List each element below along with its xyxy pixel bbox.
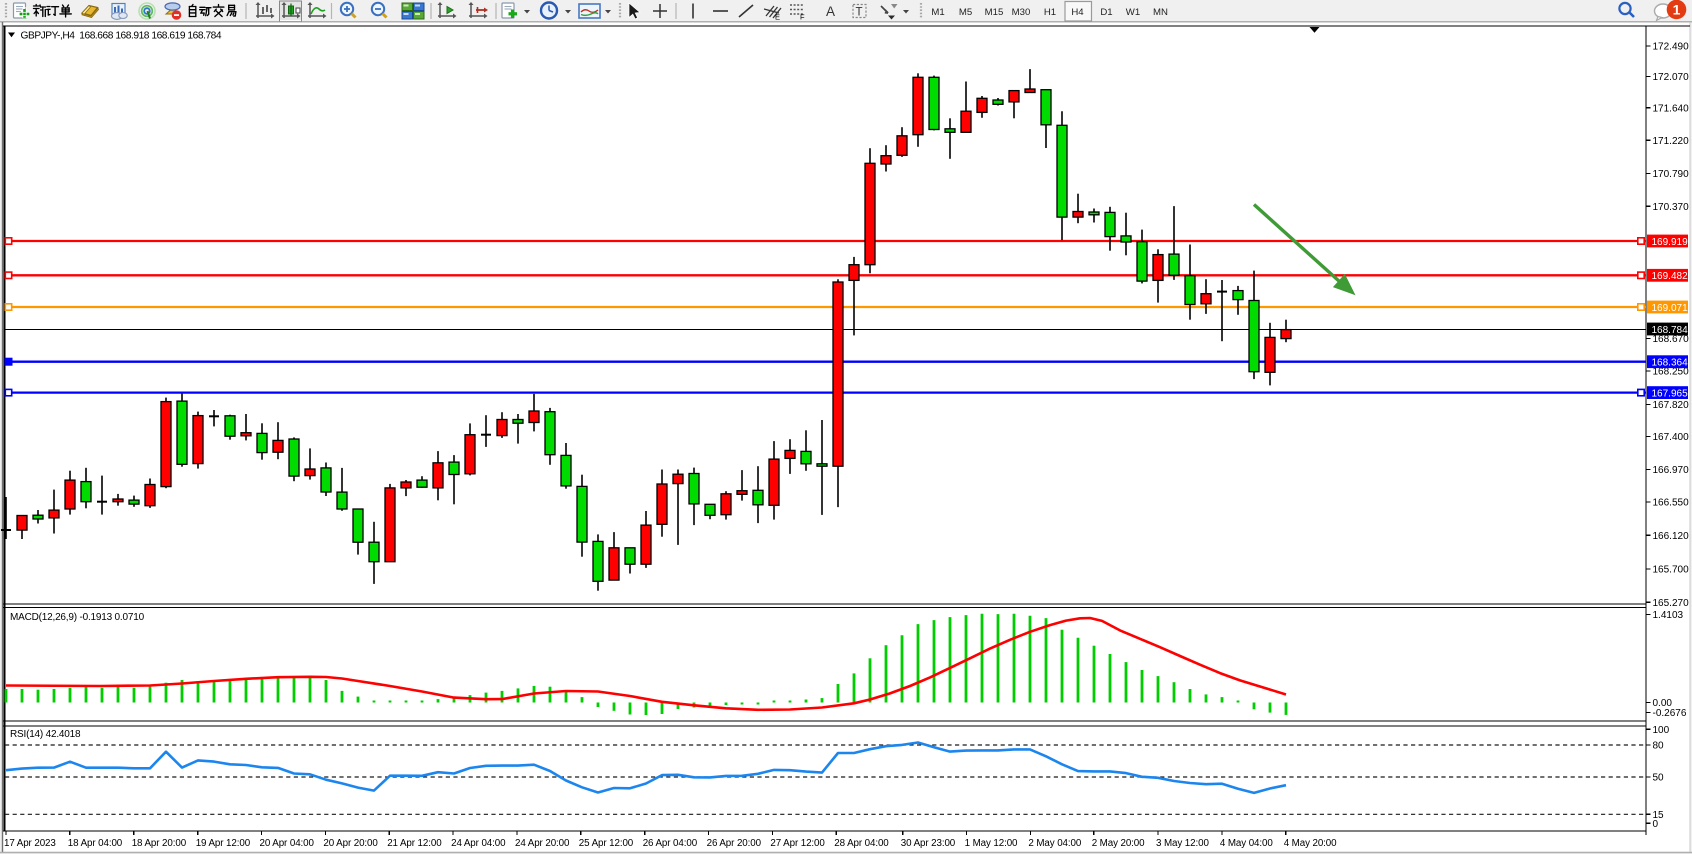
- svg-text:20 Apr 04:00: 20 Apr 04:00: [260, 838, 315, 849]
- svg-text:H1: H1: [1044, 7, 1056, 18]
- svg-text:18 Apr 04:00: 18 Apr 04:00: [68, 838, 123, 849]
- svg-text:168.250: 168.250: [1653, 367, 1690, 378]
- svg-text:-0.2676: -0.2676: [1653, 708, 1687, 719]
- svg-text:172.490: 172.490: [1653, 42, 1690, 53]
- svg-text:E: E: [775, 13, 780, 22]
- svg-text:30 Apr 23:00: 30 Apr 23:00: [901, 838, 956, 849]
- svg-text:MACD(12,26,9) -0.1913 0.0710: MACD(12,26,9) -0.1913 0.0710: [10, 612, 145, 623]
- svg-text:3 May 12:00: 3 May 12:00: [1156, 838, 1209, 849]
- svg-text:169.482: 169.482: [1652, 271, 1689, 282]
- svg-text:170.790: 170.790: [1653, 169, 1690, 180]
- svg-text:167.820: 167.820: [1653, 400, 1690, 411]
- svg-text:M1: M1: [931, 7, 944, 18]
- svg-text:MN: MN: [1153, 7, 1168, 18]
- svg-text:2 May 20:00: 2 May 20:00: [1092, 838, 1145, 849]
- svg-text:100: 100: [1653, 725, 1670, 736]
- svg-text:28 Apr 04:00: 28 Apr 04:00: [834, 838, 889, 849]
- svg-text:17 Apr 2023: 17 Apr 2023: [4, 838, 56, 849]
- svg-text:GBPJPY-,H4 168.668 168.918 16: GBPJPY-,H4 168.668 168.918 168.619 168.7…: [21, 31, 222, 42]
- svg-text:167.965: 167.965: [1652, 388, 1689, 399]
- svg-text:4 May 20:00: 4 May 20:00: [1284, 838, 1337, 849]
- svg-text:165.700: 165.700: [1653, 565, 1690, 576]
- svg-text:A: A: [826, 4, 835, 19]
- svg-text:166.970: 166.970: [1653, 465, 1690, 476]
- svg-text:165.270: 165.270: [1653, 598, 1690, 609]
- svg-text:0: 0: [1653, 819, 1659, 830]
- svg-text:M30: M30: [1012, 7, 1031, 18]
- svg-text:D1: D1: [1100, 7, 1112, 18]
- svg-text:W1: W1: [1126, 7, 1140, 18]
- svg-text:169.919: 169.919: [1652, 237, 1689, 248]
- svg-text:25 Apr 12:00: 25 Apr 12:00: [579, 838, 634, 849]
- svg-text:15: 15: [1653, 810, 1665, 821]
- svg-text:2 May 04:00: 2 May 04:00: [1028, 838, 1081, 849]
- svg-text:M15: M15: [985, 7, 1004, 18]
- svg-text:19 Apr 12:00: 19 Apr 12:00: [196, 838, 251, 849]
- svg-text:24 Apr 04:00: 24 Apr 04:00: [451, 838, 506, 849]
- svg-text:168.670: 168.670: [1653, 334, 1690, 345]
- svg-text:26 Apr 20:00: 26 Apr 20:00: [707, 838, 762, 849]
- svg-text:167.400: 167.400: [1653, 432, 1690, 443]
- svg-text:T: T: [856, 7, 863, 19]
- svg-text:4 May 04:00: 4 May 04:00: [1220, 838, 1273, 849]
- svg-text:26 Apr 04:00: 26 Apr 04:00: [643, 838, 698, 849]
- svg-text:18 Apr 20:00: 18 Apr 20:00: [132, 838, 187, 849]
- svg-text:171.220: 171.220: [1653, 136, 1690, 147]
- svg-text:H4: H4: [1071, 7, 1084, 18]
- svg-text:1.4103: 1.4103: [1653, 610, 1684, 621]
- svg-text:50: 50: [1653, 773, 1665, 784]
- svg-text:172.070: 172.070: [1653, 72, 1690, 83]
- svg-text:170.370: 170.370: [1653, 202, 1690, 213]
- svg-text:168.364: 168.364: [1652, 358, 1689, 369]
- svg-text:F: F: [800, 13, 805, 22]
- svg-text:171.640: 171.640: [1653, 103, 1690, 114]
- svg-text:27 Apr 12:00: 27 Apr 12:00: [770, 838, 825, 849]
- svg-text:166.550: 166.550: [1653, 498, 1690, 509]
- svg-text:169.071: 169.071: [1652, 303, 1689, 314]
- svg-text:21 Apr 12:00: 21 Apr 12:00: [387, 838, 442, 849]
- svg-text:1: 1: [1673, 2, 1681, 18]
- svg-text:M5: M5: [959, 7, 972, 18]
- svg-text:168.784: 168.784: [1652, 325, 1689, 336]
- svg-text:1 May 12:00: 1 May 12:00: [965, 838, 1018, 849]
- svg-text:80: 80: [1653, 741, 1665, 752]
- svg-text:24 Apr 20:00: 24 Apr 20:00: [515, 838, 570, 849]
- svg-text:RSI(14) 42.4018: RSI(14) 42.4018: [10, 729, 81, 740]
- svg-text:0.00: 0.00: [1653, 698, 1673, 709]
- svg-text:20 Apr 20:00: 20 Apr 20:00: [323, 838, 378, 849]
- svg-text:166.120: 166.120: [1653, 531, 1690, 542]
